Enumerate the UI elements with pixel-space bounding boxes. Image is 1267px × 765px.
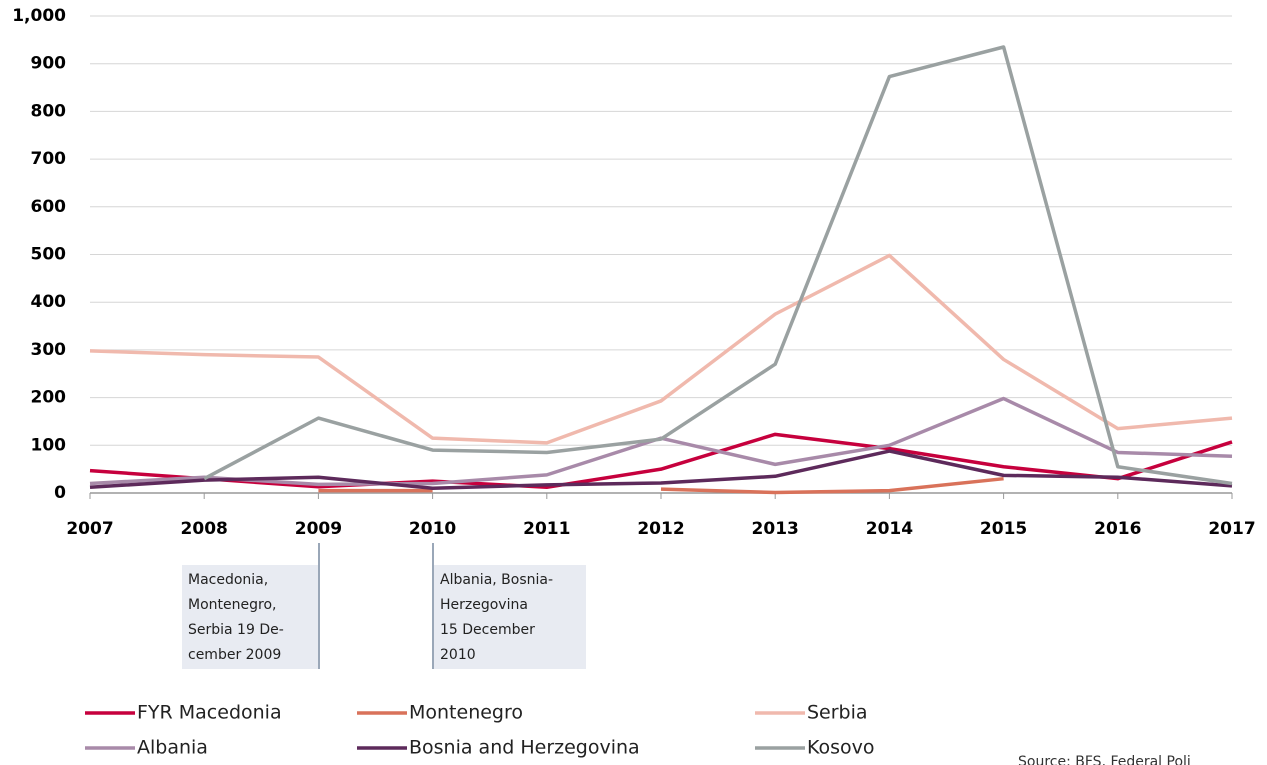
x-tick-label: 2017 [1208,519,1255,539]
source: Source: BFS, Federal Poli [1018,754,1191,765]
y-tick-label: 800 [31,101,67,121]
x-tick-label: 2013 [752,519,799,539]
y-tick-label: 500 [31,245,67,265]
annotation-box [434,565,586,669]
y-tick-label: 300 [31,340,67,360]
annotation-text: Macedonia, [188,572,268,588]
x-tick-label: 2009 [295,519,342,539]
annotation-text: 2010 [440,647,476,663]
series-line [89,253,1233,445]
y-tick-label: 400 [31,292,67,312]
series-line [89,449,1233,490]
y-tick-label: 0 [54,483,66,503]
series-line [203,45,1233,486]
legend-label: FYR Macedonia [137,702,282,724]
x-tick-label: 2011 [523,519,570,539]
x-tick-label: 2008 [181,519,228,539]
y-tick-label: 700 [31,149,67,169]
legend-label: Kosovo [807,737,875,759]
x-tick-label: 2012 [637,519,684,539]
annotation-text: Montenegro, [188,597,276,613]
y-tick-label: 100 [31,435,67,455]
x-tick-label: 2014 [866,519,913,539]
annotation-text: Albania, Bosnia- [440,572,553,588]
annotation-box [182,565,318,669]
legend-label: Bosnia and Herzegovina [409,737,640,759]
x-tick-label: 2015 [980,519,1027,539]
annotation-text: Herzegovina [440,597,528,613]
y-tick-label: 900 [31,54,67,74]
x-tick-label: 2016 [1094,519,1141,539]
annotation-text: cember 2009 [188,647,281,663]
legend-label: Serbia [807,702,868,724]
x-tick-label: 2007 [66,519,113,539]
legend-label: Montenegro [409,702,523,724]
x-tick-label: 2010 [409,519,456,539]
series-line [318,476,1004,495]
annotation-text: Serbia 19 De- [188,622,284,638]
series-line [89,432,1233,490]
y-tick-label: 200 [31,388,67,408]
y-tick-label: 1,000 [12,6,66,26]
y-tick-label: 600 [31,197,67,217]
annotation-text: 15 December [440,622,535,638]
legend-label: Albania [137,737,208,759]
